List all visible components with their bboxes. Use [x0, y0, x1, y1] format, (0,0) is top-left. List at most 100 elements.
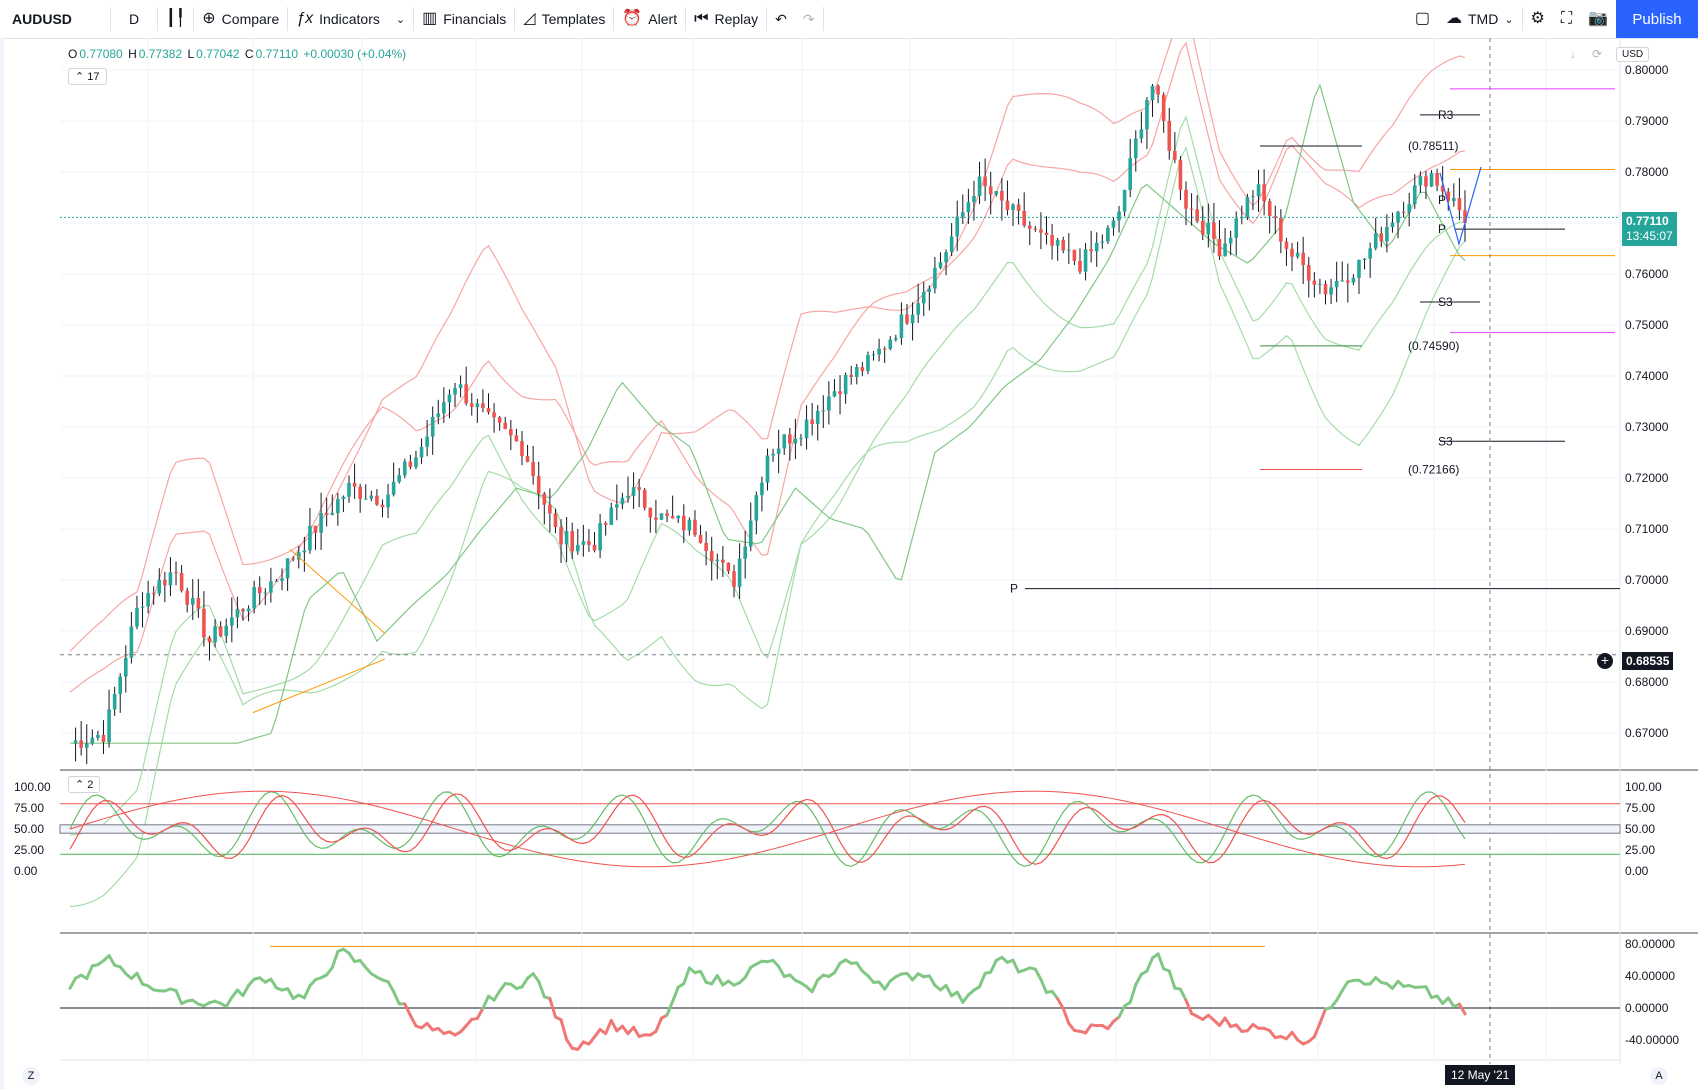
- arrow-down-icon[interactable]: ↓: [1570, 47, 1576, 61]
- candle-body: [832, 391, 837, 397]
- left-drawing-toolbar: [0, 38, 4, 1089]
- candle-body: [124, 657, 128, 677]
- candle-body: [1206, 222, 1211, 235]
- candle-body: [1122, 189, 1127, 212]
- candle-body: [983, 176, 987, 187]
- undo-icon: ↶: [775, 10, 787, 27]
- candle-body: [726, 562, 731, 572]
- layout-button[interactable]: ▢: [1407, 0, 1438, 38]
- candle-body: [269, 581, 273, 593]
- bb-upper-outer: [69, 38, 1466, 652]
- chevron-down-icon[interactable]: ⌄: [395, 13, 406, 26]
- stoch-axis[interactable]: 100.00 75.00 50.00 25.00 0.00 100.00 75.00 50.0…: [14, 780, 1662, 878]
- candle-body: [871, 354, 876, 356]
- candle-body: [1189, 208, 1194, 210]
- add-plus-icon[interactable]: +: [1597, 653, 1613, 669]
- chart-canvas[interactable]: 0.800000.790000.780000.770000.760000.750…: [0, 38, 1698, 1064]
- templates-button[interactable]: ◿ Templates: [515, 0, 613, 38]
- candle-body: [397, 475, 402, 482]
- snapshot-button[interactable]: 📷: [1580, 0, 1616, 38]
- osc-segment: [576, 1040, 585, 1051]
- stochastic-pane[interactable]: [59, 790, 1621, 868]
- candle-body: [676, 515, 681, 519]
- compare-button[interactable]: ⊕ Compare: [194, 0, 287, 38]
- candle-body: [1262, 184, 1266, 202]
- candle-body: [347, 482, 351, 497]
- zoom-reset-button[interactable]: Z: [22, 1067, 40, 1085]
- candle-body: [1106, 227, 1110, 242]
- auto-scale-button[interactable]: A: [1650, 1067, 1668, 1085]
- candle-body: [257, 587, 262, 594]
- templates-label: Templates: [541, 11, 606, 27]
- candle-body: [1089, 249, 1093, 252]
- compare-label: Compare: [221, 11, 280, 27]
- stoch-tick-left: 25.00: [14, 843, 44, 857]
- candle-body: [1156, 85, 1160, 95]
- candle-body: [464, 384, 468, 404]
- stoch-tick-label: 50.00: [1625, 822, 1655, 836]
- candles-icon: ┃╿: [166, 10, 186, 27]
- candle-body: [514, 435, 519, 442]
- candle-body: [319, 513, 323, 533]
- currency-button[interactable]: USD: [1616, 47, 1650, 62]
- candle-body: [916, 303, 920, 315]
- undo-button[interactable]: ↶: [767, 0, 795, 38]
- pane2-collapse-button[interactable]: ⌃ 2: [68, 776, 101, 793]
- candle-body: [1312, 280, 1317, 285]
- price-tick-label: 0.71000: [1625, 522, 1669, 536]
- candle-body: [1301, 252, 1305, 266]
- candle-body: [838, 391, 842, 395]
- low-value: 0.77042: [196, 47, 240, 61]
- indicators-collapse-button[interactable]: ⌃ 17: [68, 68, 107, 85]
- candle-body: [944, 252, 948, 263]
- publish-button[interactable]: Publish: [1616, 0, 1698, 38]
- candle-body: [1429, 173, 1434, 187]
- drawings[interactable]: [60, 38, 1620, 1064]
- divider: [193, 7, 195, 31]
- price-tick-label: 0.74000: [1625, 369, 1669, 383]
- plus-circle-icon: ⊕: [202, 10, 216, 27]
- osc-segment: [1106, 1020, 1115, 1031]
- candle-body: [704, 542, 708, 551]
- candle-body: [603, 523, 608, 525]
- candle-body: [1379, 233, 1384, 242]
- cloud-save-button[interactable]: ☁ TMD ⌄: [1438, 0, 1522, 38]
- settings-button[interactable]: ⚙: [1523, 0, 1553, 38]
- candles[interactable]: [73, 84, 1467, 765]
- price-tick-label: 0.80000: [1625, 63, 1669, 77]
- candle-body: [135, 607, 139, 627]
- candle-body: [157, 579, 162, 594]
- candle-body: [503, 422, 508, 430]
- osc-axis[interactable]: 80.00000 40.00000 0.00000 -40.00000: [1625, 937, 1679, 1047]
- crosshair-price-tag: 0.68535: [1622, 652, 1674, 670]
- restore-icon[interactable]: ⟳: [1592, 47, 1603, 61]
- candle-body: [520, 441, 524, 457]
- stoch-k-line: [69, 791, 1466, 867]
- candle-body: [336, 499, 340, 514]
- interval-button[interactable]: D: [128, 11, 140, 27]
- candle-body: [1228, 237, 1233, 244]
- candle-body: [1357, 259, 1361, 278]
- high-value: 0.77382: [138, 47, 183, 61]
- candle-body: [1251, 196, 1255, 198]
- fullscreen-button[interactable]: ⛶: [1553, 0, 1580, 38]
- candle-body: [1033, 228, 1038, 230]
- candle-body: [241, 609, 245, 612]
- replay-button[interactable]: ⏮ Replay: [686, 0, 766, 38]
- financials-button[interactable]: ▥ Financials: [414, 0, 514, 38]
- alert-button[interactable]: ⏰ Alert: [614, 0, 685, 38]
- candle-body: [587, 541, 591, 545]
- indicators-button[interactable]: ƒx Indicators ⌄: [288, 0, 413, 38]
- symbol-search[interactable]: AUDUSD: [12, 11, 72, 27]
- candle-body: [637, 487, 641, 490]
- price-axis[interactable]: 0.800000.790000.780000.770000.760000.750…: [1625, 63, 1669, 740]
- osc-segment: [408, 1013, 418, 1028]
- oscillator-pane[interactable]: [60, 945, 1620, 1051]
- redo-button[interactable]: ↷: [795, 0, 823, 38]
- candle-body: [375, 495, 379, 505]
- close-label: C: [244, 47, 254, 61]
- candle-body: [888, 339, 893, 349]
- chart-style-button[interactable]: ┃╿: [158, 0, 193, 38]
- candle-body: [163, 579, 167, 586]
- osc-segment: [654, 1016, 663, 1033]
